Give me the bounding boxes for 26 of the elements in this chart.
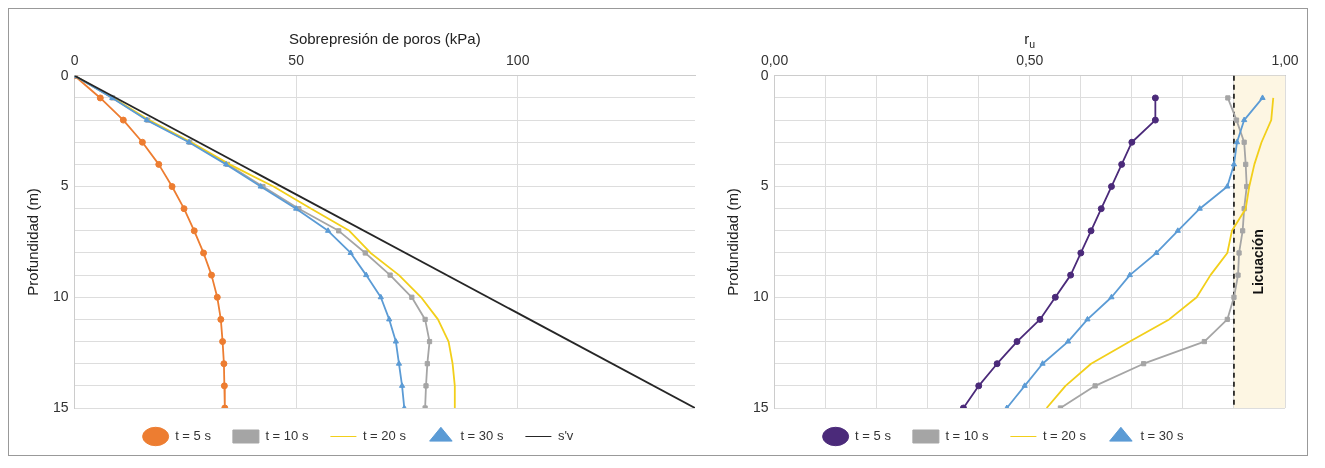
x-tick-label: 100 bbox=[506, 52, 530, 69]
y-tick-label: 15 bbox=[52, 398, 69, 415]
y-tick-label: 10 bbox=[752, 288, 769, 305]
y-tick-label: 0 bbox=[760, 66, 769, 83]
y-tick-label: 10 bbox=[52, 288, 69, 305]
y-tick-label: 5 bbox=[60, 177, 69, 194]
band-label: Licuación bbox=[1250, 229, 1267, 295]
x-tick-label: 50 bbox=[288, 52, 305, 69]
x-tick-label: 0,00 bbox=[760, 52, 789, 69]
y-axis-title: Profundidad (m) bbox=[724, 188, 742, 296]
x-tick-label: 1,00 bbox=[1271, 52, 1299, 69]
y-tick-label: 5 bbox=[760, 177, 769, 194]
x-axis-title: Sobrepresión de poros (kPa) bbox=[288, 29, 481, 47]
legend-label: t = 20 s bbox=[1042, 428, 1087, 444]
legend-label: t = 5 s bbox=[855, 428, 892, 444]
y-axis-title: Profundidad (m) bbox=[24, 188, 42, 296]
legend-label: t = 10 s bbox=[945, 428, 989, 444]
y-tick-label: 15 bbox=[752, 398, 769, 415]
legend-label: t = 30 s bbox=[460, 428, 504, 444]
legend-label: t = 10 s bbox=[265, 428, 309, 444]
legend-label: t = 30 s bbox=[1140, 428, 1184, 444]
legend-label: t = 5 s bbox=[175, 428, 212, 444]
y-tick-label: 0 bbox=[60, 66, 69, 83]
x-tick-label: 0,50 bbox=[1016, 52, 1044, 69]
legend-label: t = 20 s bbox=[362, 428, 407, 444]
legend-label: s'v bbox=[557, 428, 574, 444]
